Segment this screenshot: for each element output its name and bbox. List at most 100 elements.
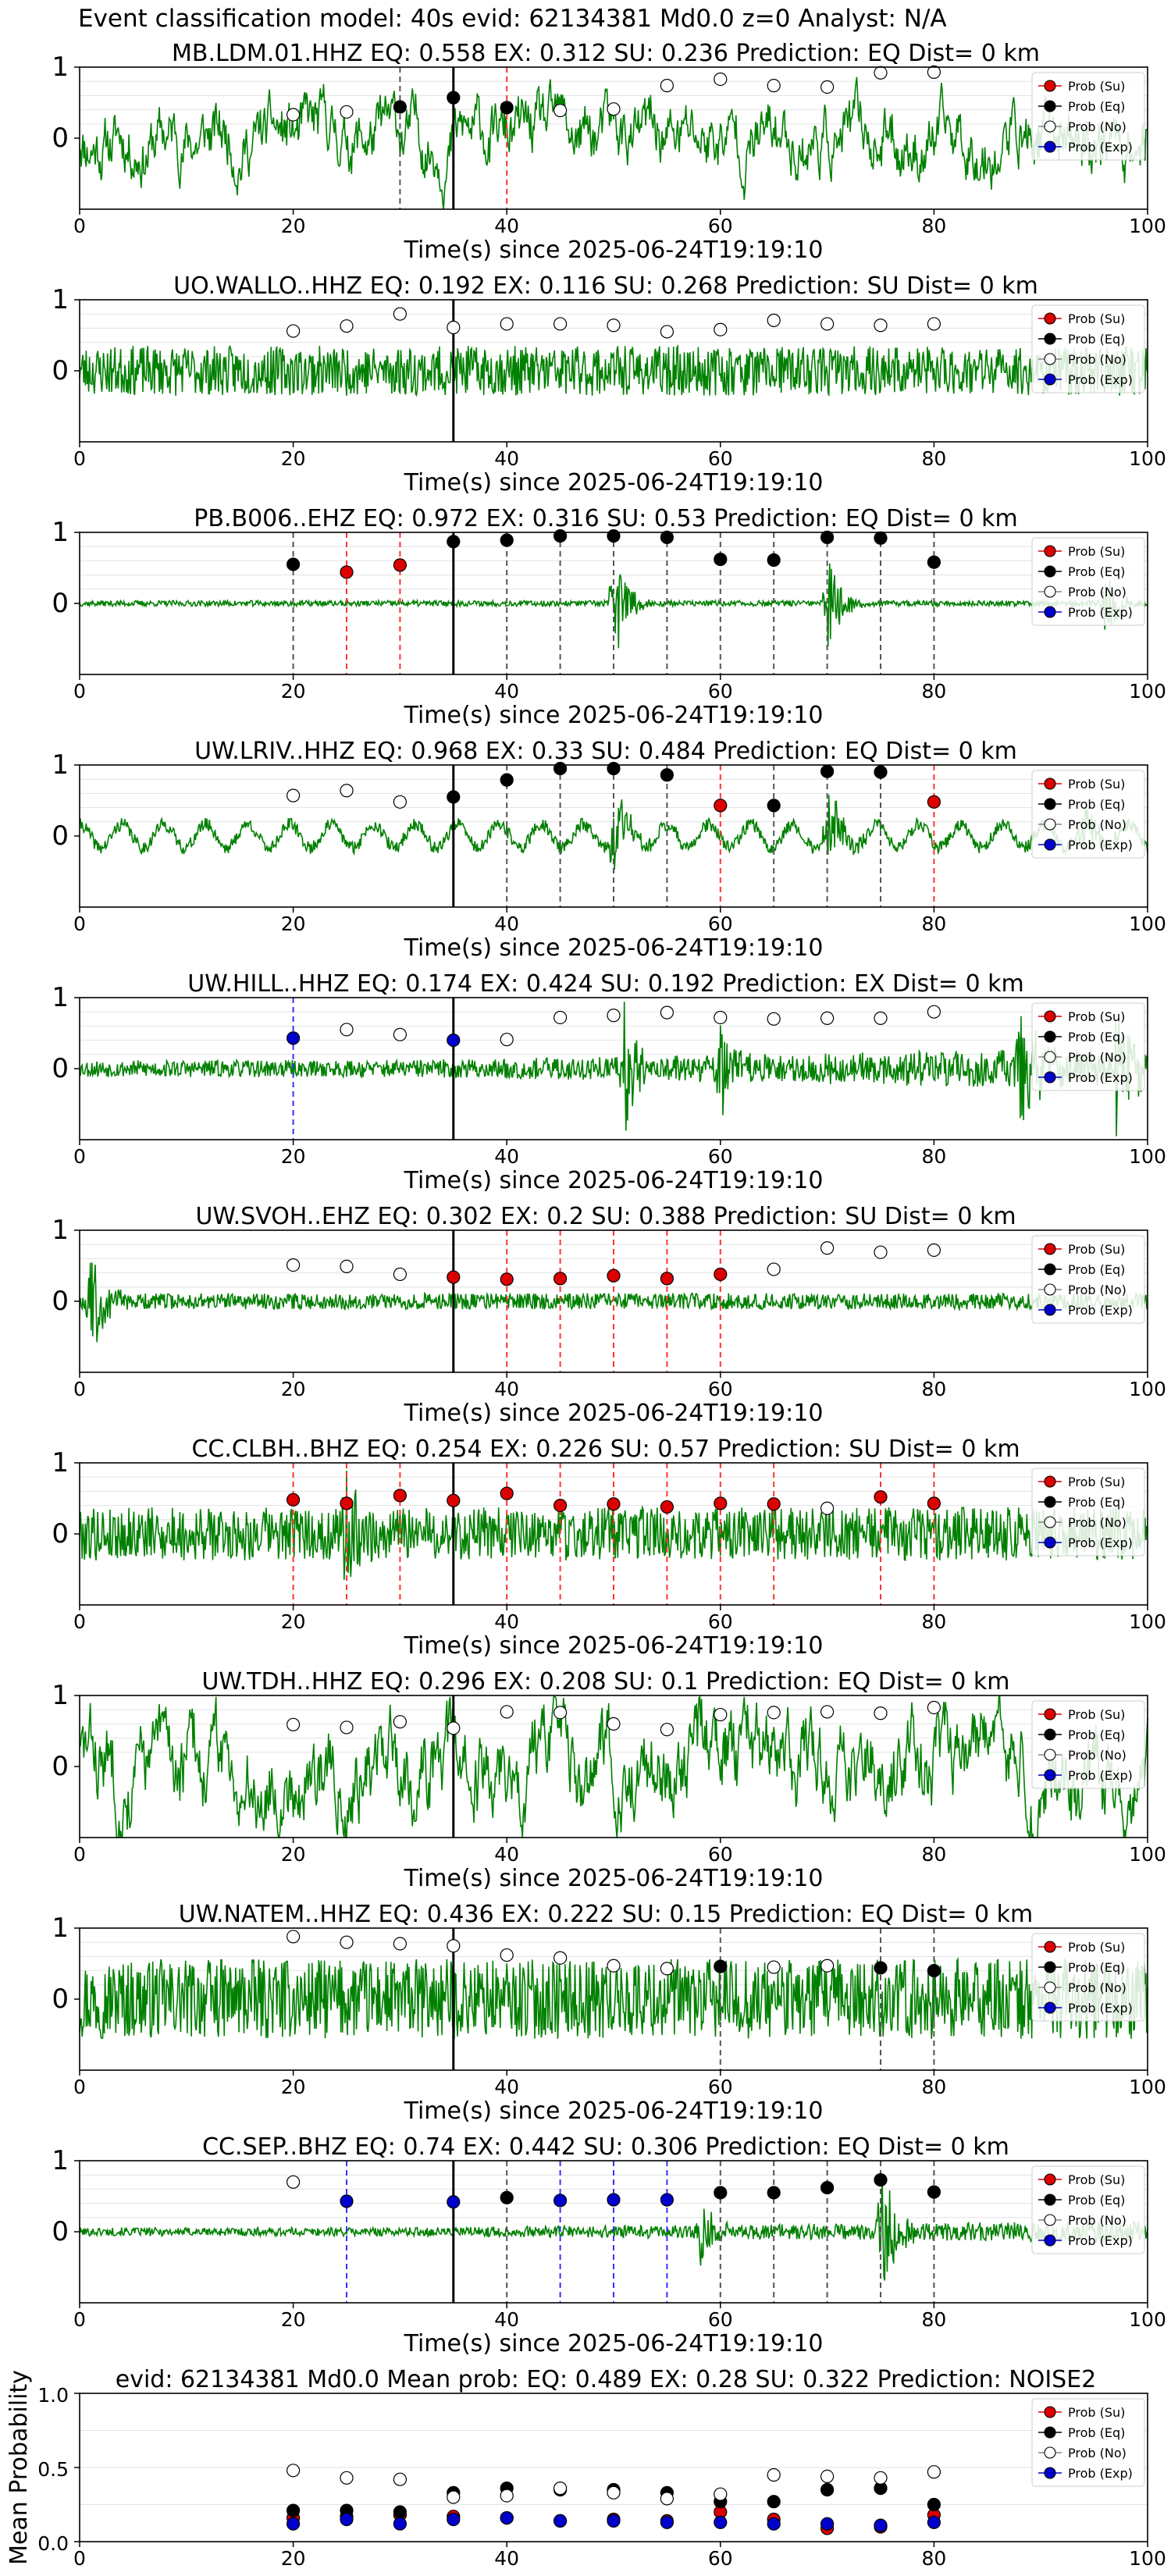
chart-10-point-exp bbox=[767, 2517, 781, 2531]
chart-0-point-no bbox=[820, 80, 835, 94]
chart-3-xtick-label: 0 bbox=[73, 913, 86, 935]
chart-6-xtick-label: 40 bbox=[494, 1610, 519, 1633]
chart-3-point-eq bbox=[607, 761, 621, 776]
chart-4-point-no bbox=[553, 1010, 568, 1025]
chart-9-point-eq bbox=[927, 2185, 941, 2199]
chart-0-ytick-label: 1 bbox=[52, 52, 69, 83]
chart-6-ytick-label: 0 bbox=[52, 1518, 69, 1550]
chart-5-point-no bbox=[927, 1243, 941, 1258]
chart-4-point-exp bbox=[287, 1031, 301, 1045]
chart-2-ytick-label: 1 bbox=[52, 517, 69, 548]
chart-2-xtick-label: 0 bbox=[73, 680, 86, 703]
chart-10-legend-marker bbox=[1044, 2446, 1056, 2459]
chart-7-point-no bbox=[607, 1717, 621, 1731]
chart-6-legend-marker bbox=[1044, 1536, 1056, 1549]
chart-8-legend-marker bbox=[1044, 2001, 1056, 2014]
chart-3-legend-label: Prob (Exp) bbox=[1068, 838, 1133, 852]
chart-6-xtick-label: 100 bbox=[1129, 1610, 1166, 1633]
chart-5-xtick-label: 20 bbox=[281, 1378, 306, 1400]
chart-4-legend bbox=[1031, 1002, 1145, 1091]
chart-9-legend bbox=[1031, 2165, 1145, 2254]
chart-6-legend-label: Prob (Eq) bbox=[1068, 1495, 1125, 1510]
chart-9-point-exp bbox=[340, 2194, 354, 2208]
chart-2-point-su bbox=[340, 565, 354, 579]
chart-5-legend-marker bbox=[1044, 1243, 1056, 1255]
chart-2-title: PB.B006..EHZ EQ: 0.972 EX: 0.316 SU: 0.5… bbox=[194, 505, 1017, 532]
chart-8-legend-label: Prob (Eq) bbox=[1068, 1960, 1125, 1975]
chart-6-title: CC.CLBH..BHZ EQ: 0.254 EX: 0.226 SU: 0.5… bbox=[191, 1436, 1020, 1463]
chart-6-legend-marker bbox=[1044, 1516, 1056, 1528]
chart-5-xtick-label: 80 bbox=[921, 1378, 946, 1400]
chart-5-xtick-label: 40 bbox=[494, 1378, 519, 1400]
chart-5-point-no bbox=[340, 1259, 354, 1274]
chart-2-legend-label: Prob (No) bbox=[1068, 585, 1127, 600]
chart-10-point-exp bbox=[447, 2512, 461, 2527]
chart-10-xtick-label: 80 bbox=[921, 2547, 946, 2570]
chart-10-legend-label: Prob (No) bbox=[1068, 2446, 1127, 2460]
chart-10-title: evid: 62134381 Md0.0 Mean prob: EQ: 0.48… bbox=[116, 2366, 1097, 2393]
chart-7-point-no bbox=[767, 1706, 781, 1720]
chart-1-legend-marker bbox=[1044, 312, 1056, 325]
chart-9-point-exp bbox=[553, 2194, 568, 2208]
chart-3-point-eq bbox=[767, 799, 781, 813]
chart-3-xtick-label: 80 bbox=[921, 913, 946, 935]
chart-0-xtick-label: 20 bbox=[281, 215, 306, 237]
chart-6-xlabel: Time(s) since 2025-06-24T19:19:10 bbox=[404, 1632, 824, 1660]
chart-4-legend-label: Prob (No) bbox=[1068, 1050, 1127, 1065]
chart-9-point-eq bbox=[714, 2186, 728, 2200]
chart-6-xtick-label: 20 bbox=[281, 1610, 306, 1633]
chart-10-point-exp bbox=[714, 2515, 728, 2529]
chart-7-xtick-label: 20 bbox=[281, 1843, 306, 1866]
chart-2-legend-marker bbox=[1044, 545, 1056, 557]
chart-8-legend-marker bbox=[1044, 1941, 1056, 1953]
chart-1-legend-label: Prob (Su) bbox=[1068, 311, 1125, 326]
chart-1-legend-marker bbox=[1044, 353, 1056, 365]
chart-4-legend-marker bbox=[1044, 1030, 1056, 1043]
chart-4-xtick-label: 60 bbox=[708, 1145, 733, 1168]
chart-4-xtick-label: 100 bbox=[1129, 1145, 1166, 1168]
chart-9-xtick-label: 40 bbox=[494, 2308, 519, 2331]
chart-9-legend-marker bbox=[1044, 2234, 1056, 2247]
chart-2-point-eq bbox=[660, 530, 674, 544]
chart-9-legend-label: Prob (Su) bbox=[1068, 2172, 1125, 2187]
chart-3-point-su bbox=[714, 799, 728, 813]
chart-7-ytick-label: 1 bbox=[52, 1680, 69, 1711]
chart-7-point-no bbox=[820, 1705, 835, 1719]
chart-10-point-eq bbox=[927, 2497, 941, 2512]
chart-8-xtick-label: 20 bbox=[281, 2076, 306, 2098]
chart-2-legend-marker bbox=[1044, 565, 1056, 578]
chart-4-point-exp bbox=[447, 1033, 461, 1048]
chart-6-xtick-label: 80 bbox=[921, 1610, 946, 1633]
chart-5-legend-label: Prob (Eq) bbox=[1068, 1262, 1125, 1277]
chart-9-point-eq bbox=[500, 2190, 514, 2204]
chart-10-point-no bbox=[607, 2485, 621, 2500]
chart-7-legend-label: Prob (Su) bbox=[1068, 1707, 1125, 1722]
chart-8-xlabel: Time(s) since 2025-06-24T19:19:10 bbox=[404, 2097, 824, 2125]
chart-10-legend-marker bbox=[1044, 2467, 1056, 2479]
chart-5-xtick-label: 0 bbox=[73, 1378, 86, 1400]
chart-1-point-no bbox=[660, 325, 674, 339]
chart-9-legend-marker bbox=[1044, 2214, 1056, 2226]
chart-10-point-no bbox=[927, 2465, 941, 2479]
chart-10-point-exp bbox=[287, 2517, 301, 2531]
chart-1-legend-label: Prob (No) bbox=[1068, 352, 1127, 367]
chart-0-point-eq bbox=[500, 101, 514, 115]
chart-1-point-no bbox=[714, 322, 728, 336]
chart-7-legend-label: Prob (No) bbox=[1068, 1748, 1127, 1763]
chart-9-xtick-label: 60 bbox=[708, 2308, 733, 2331]
chart-10-legend-label: Prob (Exp) bbox=[1068, 2466, 1133, 2481]
chart-4-ytick-label: 0 bbox=[52, 1053, 69, 1084]
chart-8-point-no bbox=[340, 1935, 354, 1949]
chart-3-legend-label: Prob (No) bbox=[1068, 817, 1127, 832]
chart-0-point-no bbox=[607, 102, 621, 116]
chart-9-xtick-label: 100 bbox=[1129, 2308, 1166, 2331]
chart-10-point-no bbox=[393, 2472, 408, 2486]
chart-2-point-su bbox=[393, 558, 408, 572]
chart-3-legend-marker bbox=[1044, 798, 1056, 810]
chart-1-point-no bbox=[500, 317, 514, 331]
chart-7-point-no bbox=[393, 1715, 408, 1729]
chart-3-point-su bbox=[927, 795, 941, 809]
chart-6-point-su bbox=[340, 1496, 354, 1510]
chart-4-legend-marker bbox=[1044, 1071, 1056, 1083]
chart-5-legend-label: Prob (Exp) bbox=[1068, 1303, 1133, 1318]
